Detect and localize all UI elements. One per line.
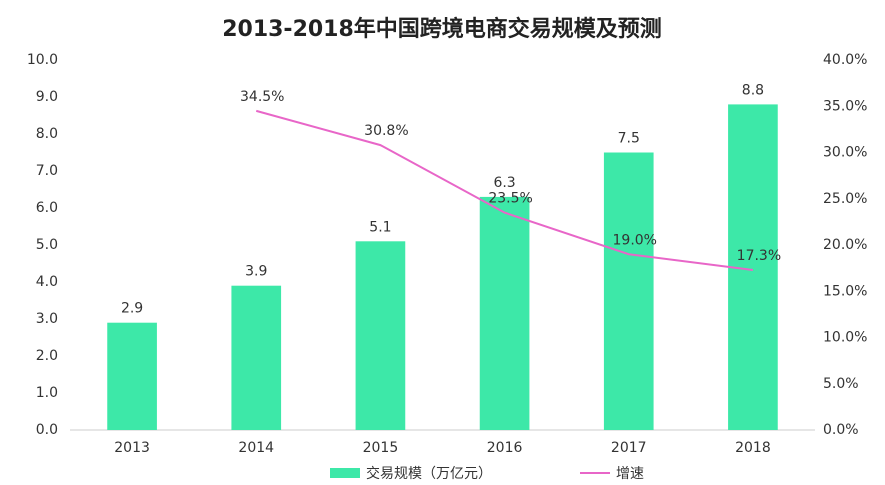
bar-value-label: 2.9 <box>121 301 143 317</box>
y2-tick-label: 5.0% <box>823 376 859 392</box>
y-tick-label: 6.0 <box>36 200 58 216</box>
y-tick-label: 4.0 <box>36 274 58 290</box>
bar <box>604 153 654 431</box>
legend-swatch <box>330 468 360 478</box>
x-tick-label: 2017 <box>611 440 647 456</box>
y2-tick-label: 10.0% <box>823 330 867 346</box>
chart: 2013-2018年中国跨境电商交易规模及预测 0.0 1.0 2.0 3.0 4.0 5… <box>0 0 885 485</box>
bar <box>231 286 281 430</box>
line-value-label: 34.5% <box>240 89 284 105</box>
y-tick-label: 10.0 <box>27 52 58 68</box>
legend-label: 增速 <box>616 466 644 482</box>
x-tick-label: 2018 <box>735 440 771 456</box>
x-tick-label: 2016 <box>487 440 523 456</box>
line-value-label: 19.0% <box>613 232 657 248</box>
bar-value-label: 8.8 <box>742 82 764 98</box>
y-tick-label: 5.0 <box>36 237 58 253</box>
y2-tick-label: 20.0% <box>823 237 867 253</box>
y-tick-label: 0.0 <box>36 422 58 438</box>
line-value-label: 30.8% <box>364 123 408 139</box>
bar-value-label: 7.5 <box>618 131 640 147</box>
y2-tick-label: 30.0% <box>823 145 867 161</box>
bar <box>356 241 406 430</box>
y2-tick-label: 25.0% <box>823 191 867 207</box>
x-tick-label: 2014 <box>238 440 274 456</box>
y-tick-label: 2.0 <box>36 348 58 364</box>
line-value-label: 23.5% <box>488 191 532 207</box>
legend-label: 交易规模（万亿元） <box>366 465 492 482</box>
y2-tick-label: 35.0% <box>823 98 867 114</box>
y-tick-label: 1.0 <box>36 385 58 401</box>
bar <box>480 197 530 430</box>
y2-tick-label: 15.0% <box>823 283 867 299</box>
bar-value-label: 5.1 <box>369 219 391 235</box>
y2-tick-label: 0.0% <box>823 422 859 438</box>
x-tick-label: 2015 <box>363 440 399 456</box>
bar <box>107 323 157 430</box>
bar-value-label: 6.3 <box>493 175 515 191</box>
line-value-label: 17.3% <box>737 248 781 264</box>
y-tick-label: 7.0 <box>36 163 58 179</box>
x-tick-label: 2013 <box>114 440 150 456</box>
y-tick-label: 9.0 <box>36 89 58 105</box>
bar-value-label: 3.9 <box>245 264 267 280</box>
y-tick-label: 8.0 <box>36 126 58 142</box>
y2-tick-label: 40.0% <box>823 52 867 68</box>
chart-title: 2013-2018年中国跨境电商交易规模及预测 <box>222 16 662 42</box>
y-tick-label: 3.0 <box>36 311 58 327</box>
